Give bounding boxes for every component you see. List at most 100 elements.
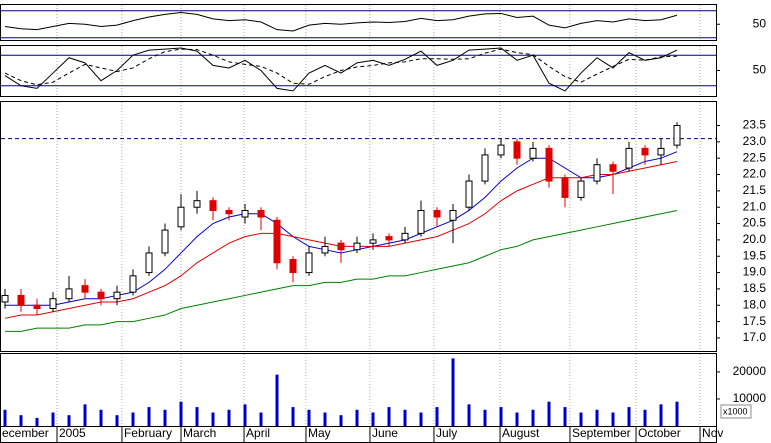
candle-body (177, 206, 185, 228)
y-tick-label: 21.0 (743, 199, 767, 213)
y-tick-label: 22.0 (743, 167, 767, 181)
candle-body (225, 209, 233, 215)
candle-body (17, 294, 25, 306)
candle-body (529, 147, 537, 159)
candle-body (113, 291, 121, 300)
y-tick-label: 50 (753, 16, 767, 30)
y-tick-label: 19.0 (743, 265, 767, 279)
candle-body (593, 164, 601, 182)
candle-body (129, 275, 137, 293)
candle-body (161, 229, 169, 254)
y-tick-label: 20.0 (743, 232, 767, 246)
y-tick-label: 23.5 (743, 118, 767, 132)
bar (307, 409, 311, 426)
line (4, 47, 678, 92)
candle-body (433, 209, 441, 218)
y-tick-label: 50 (753, 63, 767, 77)
candle-body (449, 209, 457, 221)
x-tick-label: September (572, 426, 631, 440)
bar (355, 409, 359, 426)
candle-body (577, 180, 585, 198)
y-tick-label: 22.5 (743, 150, 767, 164)
candle-body (273, 219, 281, 264)
x-tick-label: October (638, 426, 681, 440)
candle-body (497, 144, 505, 156)
bar (659, 404, 663, 426)
bar (435, 407, 439, 426)
unit-box (720, 404, 752, 419)
bar (19, 415, 23, 426)
candle-body (97, 291, 105, 300)
bar (595, 409, 599, 426)
candle-body (289, 258, 297, 274)
y-tick-label: 20000 (733, 364, 767, 378)
candle-body (417, 209, 425, 234)
x-tick-label: February (124, 426, 172, 440)
candle-body (193, 200, 201, 208)
y-tick-label: 19.5 (743, 248, 767, 262)
bar (387, 407, 391, 426)
y-tick-label: 10000 (733, 391, 767, 405)
x-tick-label: May (308, 426, 331, 440)
x-tick-label: March (183, 426, 216, 440)
bar (499, 407, 503, 426)
bar (3, 409, 7, 426)
bar (227, 409, 231, 426)
bar (67, 415, 71, 426)
candle-body (545, 147, 553, 182)
bar (611, 412, 615, 426)
bar (467, 404, 471, 426)
candle-body (401, 232, 409, 241)
bar (179, 401, 183, 426)
x-tick-label: June (372, 426, 398, 440)
bar (323, 412, 327, 426)
bar (163, 409, 167, 426)
bar (515, 412, 519, 426)
bar (451, 358, 455, 426)
candle-body (321, 245, 329, 254)
bar (643, 409, 647, 426)
y-tick-label: 23.0 (743, 134, 767, 148)
bar (99, 409, 103, 426)
bar (579, 412, 583, 426)
bar (115, 415, 119, 426)
candle-body (241, 209, 249, 218)
line (4, 48, 678, 86)
bar (531, 409, 535, 426)
bar (51, 412, 55, 426)
bar (675, 401, 679, 426)
y-tick-label: 18.5 (743, 281, 767, 295)
candle-body (481, 154, 489, 182)
bar (563, 407, 567, 426)
candle-body (609, 164, 617, 172)
unit-label: x1000 (723, 406, 748, 416)
candle-body (657, 147, 665, 156)
bar (195, 407, 199, 426)
candle-body (65, 288, 73, 300)
candle-body (257, 209, 265, 218)
y-tick-label: 21.5 (743, 183, 767, 197)
bar (339, 415, 343, 426)
x-tick-label: August (502, 426, 540, 440)
x-tick-label: ecember (2, 426, 49, 440)
candle-body (305, 252, 313, 274)
bar (147, 407, 151, 426)
bar (259, 412, 263, 426)
candle-body (33, 304, 41, 310)
bar (547, 401, 551, 426)
candle-body (81, 285, 89, 293)
panel (0, 45, 717, 97)
bar (291, 407, 295, 426)
bar (627, 407, 631, 426)
bar (371, 412, 375, 426)
candle-body (673, 125, 681, 146)
x-tick-label: 2005 (59, 426, 86, 440)
bar (275, 374, 279, 426)
x-tick-label: April (246, 426, 270, 440)
bar (211, 412, 215, 426)
candle-body (369, 239, 377, 244)
candle-body (561, 177, 569, 198)
candle-body (1, 294, 9, 303)
